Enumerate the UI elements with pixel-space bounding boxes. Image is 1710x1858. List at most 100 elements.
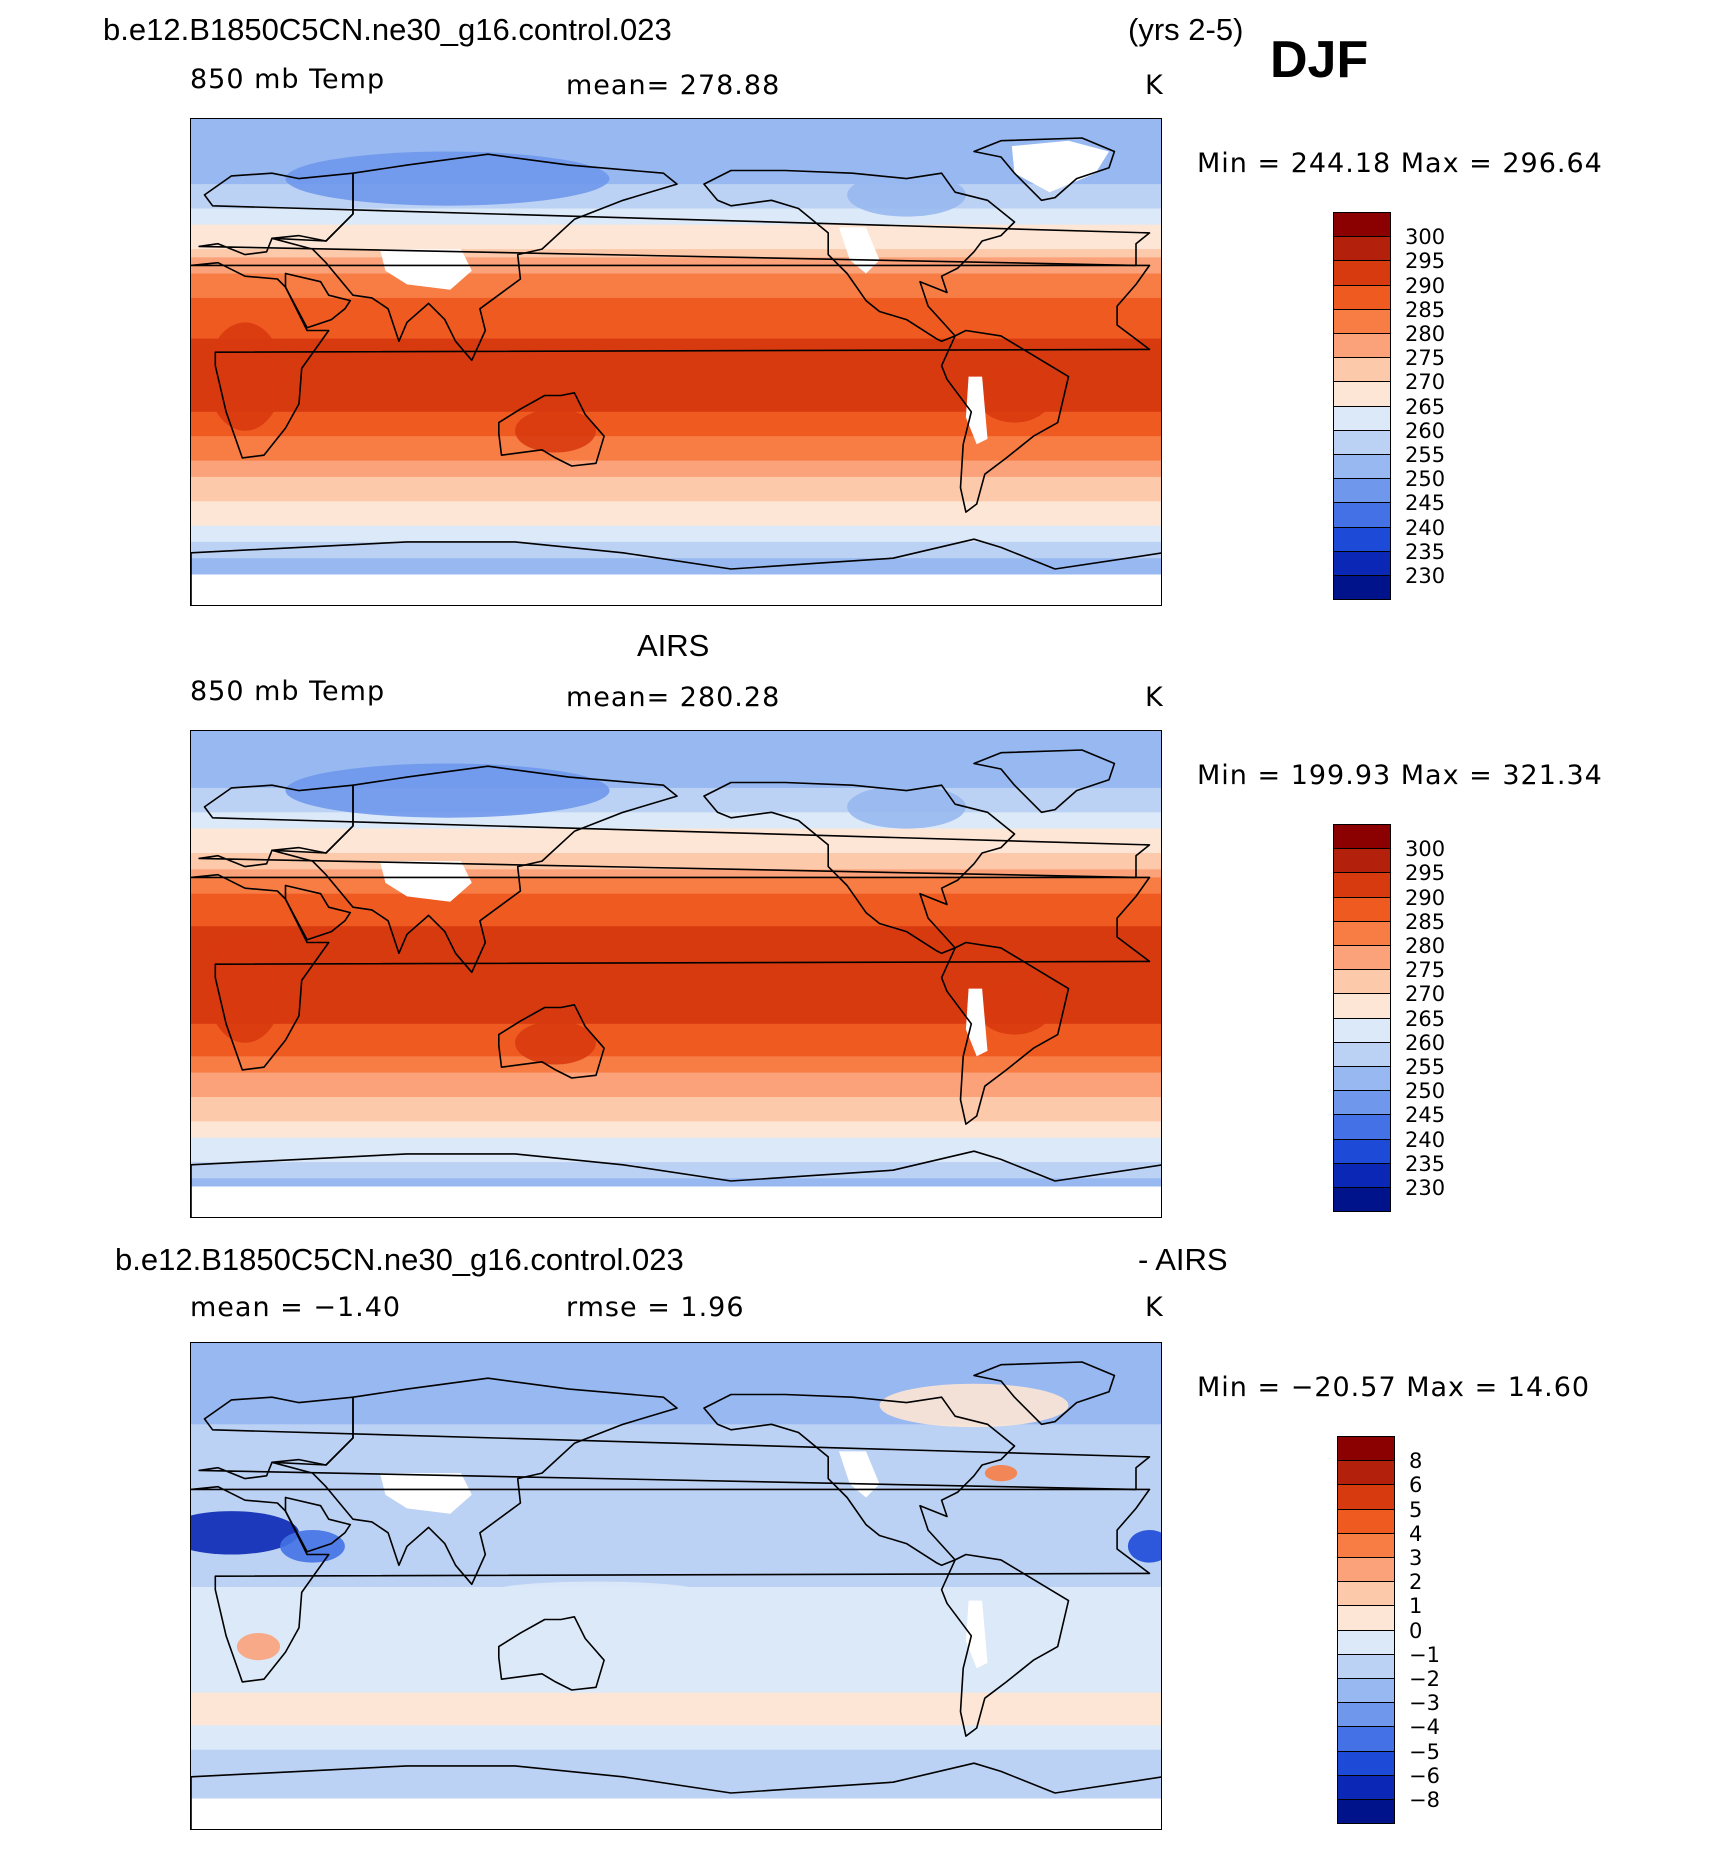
zonal-band <box>191 289 1161 299</box>
zonal-band <box>191 1765 1161 1775</box>
colorbar-swatch <box>1333 920 1391 946</box>
missing-data-mask <box>839 1451 880 1498</box>
coastline-greenland <box>973 137 1116 202</box>
zonal-band <box>191 1343 1161 1352</box>
colorbar-label: 0 <box>1409 1618 1423 1643</box>
zonal-band <box>191 1749 1161 1759</box>
colorbar-label: 255 <box>1405 1055 1446 1079</box>
missing-data-mask <box>191 1186 1161 1217</box>
colorbar-swatch <box>1333 284 1391 310</box>
zonal-band <box>191 468 1161 478</box>
colorbar-swatch <box>1333 405 1391 431</box>
colorbar-label: −6 <box>1409 1763 1440 1788</box>
zonal-band <box>191 1456 1161 1466</box>
zonal-band <box>191 297 1161 307</box>
colorbar-label: 3 <box>1409 1546 1423 1570</box>
zonal-band <box>191 1105 1161 1114</box>
colorbar-label: 6 <box>1409 1473 1423 1498</box>
panel1-colorbar: 300 295 290 285 280 275 270 265 260 255 250 245 240 2… <box>1333 212 1445 601</box>
coastline-asia <box>271 765 678 974</box>
zonal-band <box>191 216 1161 226</box>
zonal-band <box>191 1424 1161 1433</box>
zonal-band <box>191 918 1161 927</box>
regional-anomaly <box>285 763 610 818</box>
colorbar-swatch <box>1333 824 1391 850</box>
zonal-band <box>191 1448 1161 1458</box>
colorbar-swatch <box>1333 260 1391 286</box>
colorbar-swatch <box>1337 1436 1395 1462</box>
coastline-samerica <box>940 941 1070 1125</box>
colorbar-label: 295 <box>1405 249 1446 274</box>
coastline-australia <box>497 391 605 467</box>
zonal-band <box>191 501 1161 510</box>
zonal-band <box>191 1717 1161 1726</box>
colorbar-swatch <box>1333 1138 1391 1164</box>
colorbar-label: 295 <box>1405 861 1446 886</box>
coastline-africa <box>191 1485 1151 1683</box>
coastline-asia <box>271 1377 678 1586</box>
colorbar-swatch <box>1333 848 1391 874</box>
colorbar-swatch <box>1333 1114 1391 1140</box>
zonal-band <box>191 1465 1161 1474</box>
colorbar-swatch <box>1337 1557 1395 1583</box>
zonal-band <box>191 184 1161 193</box>
coastline-samerica <box>940 329 1070 513</box>
colorbar-swatch <box>1337 1460 1395 1486</box>
regional-anomaly <box>847 785 966 829</box>
colorbar-swatch <box>1333 454 1391 480</box>
colorbar-swatch <box>1333 1090 1391 1116</box>
colorbar-label: 275 <box>1405 958 1446 983</box>
zonal-band <box>191 1080 1161 1090</box>
zonal-band <box>191 731 1161 740</box>
zonal-band <box>191 1700 1161 1710</box>
panel3-units: K <box>1145 1292 1164 1323</box>
colorbar-swatch <box>1337 1678 1395 1704</box>
zonal-band <box>191 224 1161 234</box>
missing-data-mask <box>380 249 472 290</box>
colorbar-label: 285 <box>1405 297 1446 322</box>
coastline-namerica <box>703 1393 1016 1567</box>
colorbar-label: 235 <box>1405 1151 1446 1176</box>
colorbar-swatch <box>1333 1017 1391 1043</box>
panel3-mean: mean = −1.40 <box>190 1292 402 1323</box>
zonal-band <box>191 1072 1161 1082</box>
colorbar-swatch <box>1337 1605 1395 1631</box>
missing-data-mask <box>380 1473 472 1514</box>
zonal-band <box>191 1741 1161 1751</box>
panel1-variable: 850 mb Temp <box>190 64 386 95</box>
zonal-band <box>191 861 1161 870</box>
panel2-units: K <box>1145 682 1164 713</box>
zonal-band <box>191 135 1161 144</box>
zonal-band <box>191 1178 1161 1187</box>
coastline-antarctica <box>191 1762 1161 1829</box>
panel3-colorbar: 8 6 5 4 3 2 1 0 −1 −2 −3 −4 −5 −6 −8 <box>1337 1436 1440 1825</box>
zonal-band <box>191 1121 1161 1131</box>
panel3-title: b.e12.B1850C5CN.ne30_g16.control.023 <box>115 1242 684 1277</box>
zonal-band <box>191 779 1161 789</box>
colorbar-swatch <box>1333 1041 1391 1067</box>
zonal-band <box>191 265 1161 275</box>
colorbar-swatch <box>1333 502 1391 528</box>
regional-anomaly <box>976 980 1053 1035</box>
colorbar-swatch <box>1333 429 1391 455</box>
zonal-band <box>191 1162 1161 1171</box>
zonal-band <box>191 763 1161 773</box>
zonal-band <box>191 1660 1161 1669</box>
zonal-band <box>191 1538 1161 1547</box>
colorbar-label: 245 <box>1405 491 1446 516</box>
zonal-band <box>191 796 1161 805</box>
zonal-band <box>191 901 1161 911</box>
missing-data-mask <box>191 1798 1161 1829</box>
zonal-band <box>191 1391 1161 1401</box>
coastline-antarctica <box>191 1150 1161 1217</box>
zonal-band <box>191 975 1161 984</box>
zonal-band <box>191 200 1161 209</box>
zonal-band <box>191 1757 1161 1767</box>
regional-anomaly <box>515 409 596 453</box>
zonal-band <box>191 1408 1161 1417</box>
colorbar-label: 280 <box>1405 322 1446 346</box>
panel1-mean: mean= 278.88 <box>566 70 781 101</box>
zonal-band <box>191 281 1161 291</box>
zonal-band <box>191 330 1161 340</box>
panel3-minmax: Min = −20.57 Max = 14.60 <box>1197 1372 1591 1403</box>
